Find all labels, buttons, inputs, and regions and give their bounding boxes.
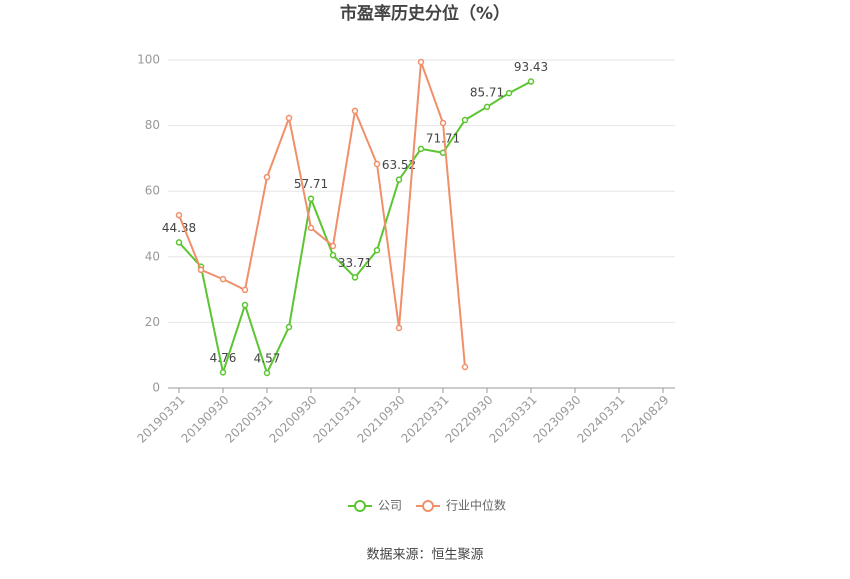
data-point [285, 323, 293, 331]
legend-marker [354, 500, 366, 512]
data-point [197, 266, 205, 274]
y-tick-label: 100 [137, 53, 160, 67]
data-point [351, 107, 359, 115]
data-label: 63.52 [382, 158, 416, 172]
y-tick-label: 60 [145, 184, 160, 198]
data-point [263, 173, 271, 181]
data-label: 71.71 [426, 131, 460, 145]
data-point [263, 369, 271, 377]
data-point [241, 286, 249, 294]
data-label: 44.38 [162, 221, 196, 235]
legend-label: 公司 [378, 499, 402, 513]
data-point [175, 239, 183, 246]
y-tick-label: 80 [145, 118, 160, 132]
source: 数据来源：恒生聚源 [366, 548, 483, 563]
data-point [175, 211, 183, 219]
data-label: 93.43 [514, 60, 548, 74]
data-label: 57.71 [294, 177, 328, 191]
data-point [329, 251, 337, 259]
y-tick-label: 0 [152, 381, 160, 395]
data-point [461, 116, 469, 124]
data-point [417, 145, 425, 153]
data-point [483, 103, 491, 111]
data-label: 4.57 [254, 352, 281, 366]
data-point [351, 274, 359, 281]
data-label: 33.71 [338, 256, 372, 270]
x-tick-label: 20240829 [619, 393, 672, 446]
data-point [417, 58, 425, 66]
data-point [395, 176, 403, 183]
data-point [395, 324, 403, 332]
data-point [527, 78, 535, 85]
series-line [178, 61, 466, 368]
data-label: 85.71 [470, 85, 504, 99]
data-point [219, 275, 227, 283]
chart-title: 市盈率历史分位（%） [340, 3, 510, 24]
data-point [329, 242, 337, 250]
y-tick-label: 40 [145, 249, 160, 263]
data-point [373, 160, 381, 168]
data-point [307, 195, 315, 202]
y-tick-label: 20 [145, 315, 160, 329]
data-point [461, 363, 469, 371]
data-point [373, 246, 381, 254]
data-point [505, 89, 513, 97]
data-point [241, 301, 249, 309]
data-point [219, 369, 227, 376]
data-point [285, 114, 293, 122]
data-label: 4.76 [210, 351, 237, 365]
data-point [439, 119, 447, 127]
legend-label: 行业中位数 [446, 498, 506, 513]
data-point [307, 224, 315, 232]
legend-marker [422, 500, 435, 512]
